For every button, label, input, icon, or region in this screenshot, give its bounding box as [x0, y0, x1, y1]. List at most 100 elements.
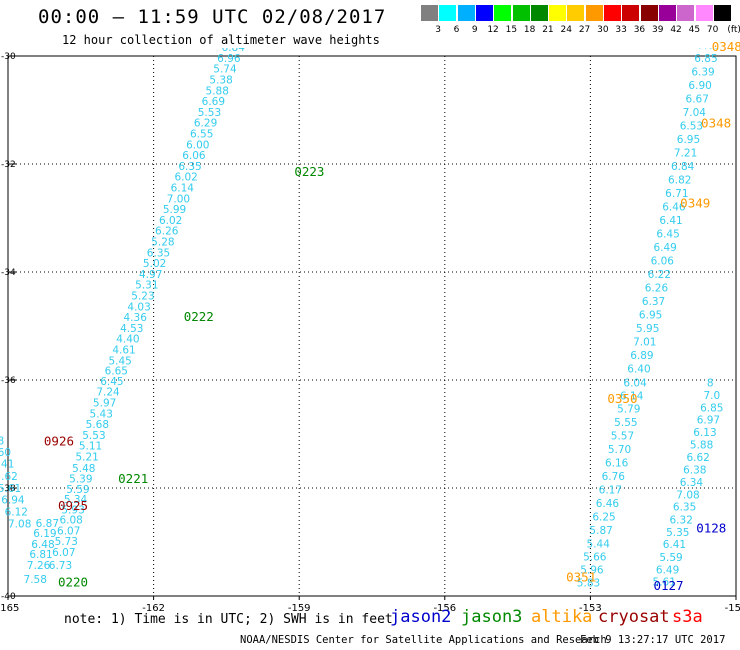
satellite-label-jason3: jason3 — [461, 607, 523, 627]
wave-height-value: 5.45 — [108, 355, 131, 367]
wave-height-value: 4.40 — [116, 334, 139, 346]
pass-time-label: 0221 — [118, 471, 148, 486]
wave-height-value: 6.45 — [100, 376, 123, 388]
wave-height-value: 5.55 — [614, 417, 637, 429]
wave-height-value: 5.38 — [209, 75, 232, 87]
wave-height-value: 6.13 — [693, 427, 716, 439]
wave-height-value: 6.85 — [700, 402, 723, 414]
wave-height-value: 6.19 — [33, 528, 56, 540]
wave-height-value: 6.49 — [656, 564, 679, 576]
wave-height-value: 6.46 — [596, 498, 620, 510]
pass-time-label: 0220 — [58, 574, 88, 589]
y-tick-label: -36 — [1, 376, 16, 386]
legend-swatch — [604, 5, 621, 21]
legend-swatch — [549, 5, 567, 21]
wave-height-value: 6.14 — [171, 183, 195, 195]
pass-time-label: 0348 — [701, 115, 731, 130]
legend-swatch — [640, 5, 658, 21]
wave-height-value: 4.97 — [139, 269, 162, 281]
wave-height-value: 6.16 — [605, 457, 629, 469]
legend-label: 24 — [560, 25, 572, 35]
wave-height-value: 6.25 — [592, 511, 615, 523]
wave-height-value: 6.95 — [677, 134, 700, 146]
wave-height-value: 6.65 — [105, 366, 128, 378]
legend-swatch — [677, 5, 695, 21]
wave-height-value: 6.06 — [651, 255, 675, 267]
wave-height-value: 5.21 — [75, 451, 98, 463]
wave-height-value: 6.84 — [671, 161, 695, 173]
wave-height-value: 5.68 — [86, 419, 109, 431]
wave-height-value: 6.87 — [36, 518, 59, 530]
x-tick-label: -153 — [579, 603, 602, 614]
legend-swatch — [475, 5, 493, 21]
y-tick-label: -40 — [1, 592, 16, 602]
map-title: 00:00 – 11:59 UTC 02/08/2017 — [38, 6, 387, 28]
legend-label: 33 — [615, 25, 627, 35]
legend-swatch — [713, 5, 731, 21]
wave-height-value: 6.48 — [31, 539, 54, 551]
wave-height-value: 6.41 — [663, 539, 686, 551]
legend-label: 18 — [523, 25, 536, 35]
wave-height-value: 5.73 — [55, 536, 78, 548]
x-tick-label: -162 — [142, 603, 165, 614]
wave-height-value: 6.67 — [686, 93, 709, 105]
wave-height-value: 6.89 — [630, 350, 653, 362]
wave-height-value: 5.61 — [0, 483, 21, 495]
wave-height-value: 5.74 — [213, 64, 237, 76]
wave-height-value: 6.08 — [59, 515, 82, 527]
wave-height-value: 5.35 — [666, 527, 689, 539]
satellite-label-jason2: jason2 — [390, 607, 452, 627]
satellite-label-altika: altika — [531, 607, 593, 627]
wave-height-value: 6.37 — [642, 296, 665, 308]
wave-height-value: 6.34 — [680, 477, 704, 489]
legend-label: 15 — [505, 25, 518, 35]
legend-label: 3 — [435, 25, 441, 35]
footer-note: note: 1) Time is in UTC; 2) SWH is in fe… — [64, 612, 393, 627]
wave-height-value: 7.01 — [633, 336, 656, 348]
y-tick-label: -34 — [1, 268, 16, 278]
map-subtitle: 12 hour collection of altimeter wave hei… — [62, 33, 380, 47]
pass-time-label: 0348 — [712, 39, 740, 54]
wave-height-value: 6.29 — [194, 118, 217, 130]
wave-height-value: 7.24 — [96, 387, 120, 399]
x-tick-label: -156 — [433, 603, 456, 614]
x-tick-label: -165 — [0, 603, 19, 614]
pass-time-label: 0223 — [294, 164, 324, 179]
track-values: 7.587.266.816.486.196.876.736.075.736.07… — [0, 39, 723, 589]
wave-height-value: 6.26 — [645, 282, 669, 294]
wave-height-value: 6.41 — [659, 215, 682, 227]
wave-height-value: 5.41 — [0, 458, 14, 470]
pass-time-label: 0351 — [566, 569, 596, 584]
wave-height-value: 5.43 — [90, 408, 113, 420]
legend-unit: (ft) — [727, 25, 740, 35]
wave-height-value: 6.84 — [222, 42, 246, 54]
wave-height-value: 6.00 — [186, 139, 209, 151]
wave-height-value: 5.59 — [66, 484, 89, 496]
wave-height-value: 7.0 — [703, 390, 720, 402]
y-tick-label: -32 — [1, 160, 16, 170]
wave-height-value: 5.23 — [131, 291, 154, 303]
legend-swatch — [439, 5, 457, 21]
legend-label: 70 — [706, 25, 719, 35]
generation-timestamp: Feb 9 13:27:17 UTC 2017 — [580, 634, 726, 646]
pass-time-label: 0128 — [696, 520, 726, 535]
wave-height-value: 6.22 — [648, 269, 671, 281]
pass-time-label: 0926 — [44, 433, 74, 448]
y-tick-label: -38 — [1, 484, 16, 494]
legend-label: 27 — [578, 25, 591, 35]
wave-height-value: 7.58 — [24, 574, 47, 586]
wave-height-value: 7.05 — [697, 39, 720, 51]
wave-height-value: 6.85 — [694, 53, 717, 65]
wave-height-value: 6.35 — [673, 502, 696, 514]
wave-height-value: 6.71 — [665, 188, 688, 200]
wave-height-value: 6.17 — [599, 484, 622, 496]
pass-time-label: 0127 — [653, 578, 683, 593]
wave-height-value: 6.14 — [620, 390, 644, 402]
wave-height-value: 5.97 — [93, 397, 116, 409]
legend-swatch — [530, 5, 548, 21]
wave-height-value: 5.79 — [617, 403, 640, 415]
wave-height-value: 6.02 — [159, 215, 182, 227]
wave-height-value: 6.07 — [52, 547, 75, 559]
pass-time-label: 0222 — [184, 309, 214, 324]
